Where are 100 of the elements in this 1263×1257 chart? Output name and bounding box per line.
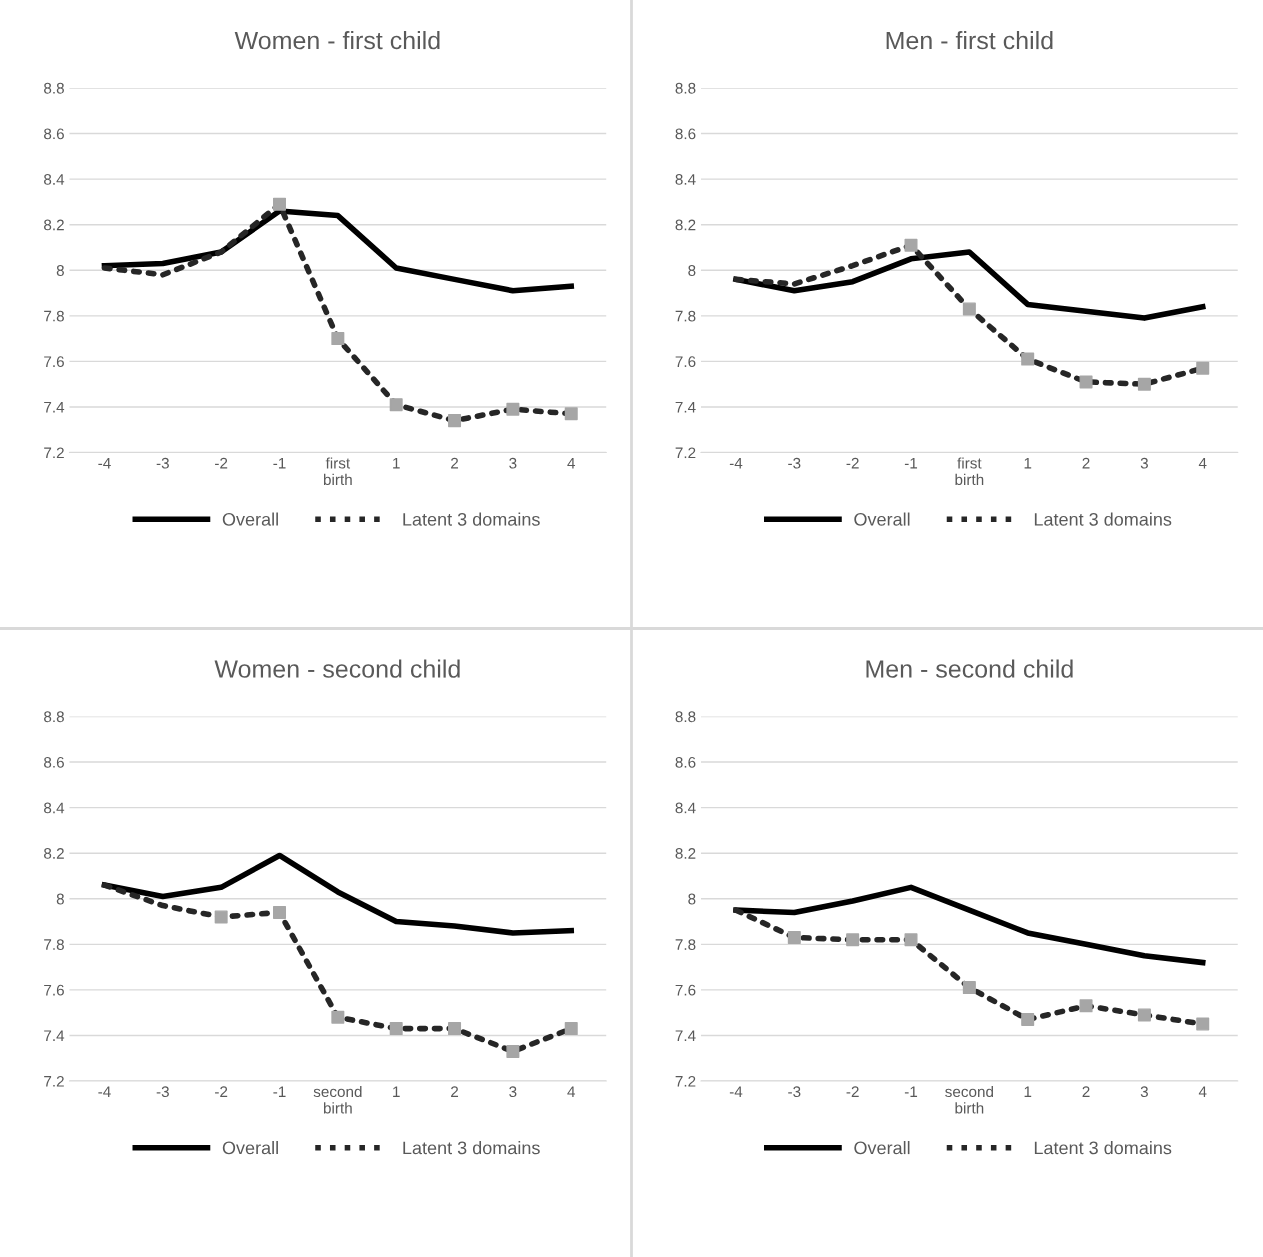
point <box>904 933 918 947</box>
x-tick-label: 1 <box>393 457 400 469</box>
legend-label: Overall <box>854 1141 910 1155</box>
legend-label: Latent 3 domains <box>403 512 540 526</box>
point <box>389 1022 403 1036</box>
chart-title: Men - second child <box>866 659 1073 678</box>
x-tick-label: 1 <box>1024 457 1032 469</box>
y-tick-label: 8.6 <box>44 128 64 140</box>
y-tick-label: 7.6 <box>44 984 64 996</box>
point <box>448 1022 462 1036</box>
x-tick-label: 2 <box>1082 1086 1090 1097</box>
point <box>1137 1008 1151 1022</box>
x-tick-label: 2 <box>451 457 459 469</box>
x-tick-label: -4 <box>98 1086 111 1097</box>
point <box>787 930 801 944</box>
y-tick-label: 8.6 <box>675 756 696 768</box>
y-tick-label: 7.6 <box>675 356 696 368</box>
x-tick-label: 3 <box>1140 1086 1148 1098</box>
y-tick-label: 7.2 <box>675 447 696 459</box>
legend-label: Latent 3 domains <box>1034 1141 1172 1155</box>
legend-label: Latent 3 domains <box>1034 512 1172 526</box>
point <box>506 1044 520 1058</box>
x-tick-label: 4 <box>567 1086 576 1097</box>
y-tick-label: 8.6 <box>675 128 696 140</box>
x-tick-label: -4 <box>729 457 743 469</box>
point <box>273 905 287 919</box>
y-tick-label: 7.8 <box>44 310 64 322</box>
y-tick-label: 8.8 <box>675 711 696 723</box>
x-tick-label: -3 <box>788 1086 801 1098</box>
x-tick-label: 4 <box>1198 457 1207 469</box>
x-tick-label: 1 <box>393 1086 400 1097</box>
x-tick-label: -2 <box>215 1086 228 1097</box>
x-tick-label: second birth <box>945 1085 993 1114</box>
y-tick-label: 8 <box>688 265 696 276</box>
x-tick-label: -1 <box>273 1086 286 1097</box>
y-tick-label: 7.6 <box>44 356 64 368</box>
point <box>1079 375 1093 389</box>
y-tick-label: 8.8 <box>675 82 696 94</box>
y-tick-label: 8.4 <box>44 173 65 185</box>
chart-title: Men - first child <box>886 30 1053 50</box>
y-tick-label: 7.2 <box>44 1075 64 1087</box>
point <box>564 407 578 421</box>
y-tick-label: 8.8 <box>44 82 64 94</box>
point <box>331 332 345 346</box>
x-tick-label: 3 <box>509 457 517 469</box>
y-tick-label: 7.4 <box>675 401 696 413</box>
y-tick-label: 8.6 <box>44 756 64 768</box>
point <box>1021 352 1035 366</box>
point <box>564 1022 578 1036</box>
x-tick-label: -4 <box>729 1086 743 1097</box>
x-tick-label: -4 <box>98 457 111 469</box>
y-tick-label: 8.2 <box>44 219 64 231</box>
point <box>846 933 860 947</box>
x-tick-label: -2 <box>846 1086 859 1097</box>
x-tick-label: first birth <box>323 457 352 486</box>
point <box>1196 1017 1210 1031</box>
y-tick-label: 8 <box>56 265 64 276</box>
x-tick-label: -2 <box>215 457 228 469</box>
y-tick-label: 7.8 <box>675 310 696 322</box>
y-tick-label: 8 <box>688 893 696 905</box>
point <box>1079 999 1093 1013</box>
chart-title: Women - second child <box>214 659 460 678</box>
x-tick-label: -3 <box>156 1086 169 1098</box>
x-tick-label: 2 <box>451 1086 459 1097</box>
point <box>389 398 403 412</box>
point <box>331 1010 345 1024</box>
y-tick-label: 8.2 <box>675 848 696 859</box>
y-tick-label: 7.6 <box>675 984 696 996</box>
legend-label: Overall <box>854 512 910 526</box>
point <box>962 981 976 995</box>
y-tick-label: 7.8 <box>44 939 64 951</box>
x-tick-label: 2 <box>1082 457 1090 469</box>
legend-label: Overall <box>222 512 278 526</box>
x-tick-label: 3 <box>509 1086 517 1098</box>
x-tick-label: -3 <box>156 457 169 469</box>
x-tick-label: -1 <box>904 457 918 469</box>
x-tick-label: 1 <box>1024 1086 1032 1097</box>
point <box>214 910 228 924</box>
chart-title: Women - first child <box>234 30 440 50</box>
y-tick-label: 8.4 <box>675 173 696 185</box>
point <box>904 238 918 252</box>
y-tick-label: 8 <box>56 893 64 905</box>
point <box>1137 377 1151 391</box>
x-tick-label: second birth <box>313 1085 362 1114</box>
y-tick-label: 8.4 <box>675 802 696 814</box>
x-tick-label: first birth <box>955 457 984 486</box>
y-tick-label: 8.2 <box>44 848 64 859</box>
point <box>1196 361 1210 375</box>
x-tick-label: -1 <box>904 1086 918 1097</box>
point <box>273 197 287 211</box>
x-tick-label: -3 <box>788 457 801 469</box>
x-tick-label: -2 <box>846 457 859 469</box>
y-tick-label: 7.8 <box>675 939 696 951</box>
y-tick-label: 7.2 <box>675 1075 696 1087</box>
y-tick-label: 8.2 <box>675 219 696 231</box>
y-tick-label: 7.2 <box>44 447 64 459</box>
x-tick-label: 4 <box>1198 1086 1207 1097</box>
x-tick-label: 3 <box>1140 457 1148 469</box>
point <box>506 402 520 416</box>
y-tick-label: 8.4 <box>44 802 65 814</box>
